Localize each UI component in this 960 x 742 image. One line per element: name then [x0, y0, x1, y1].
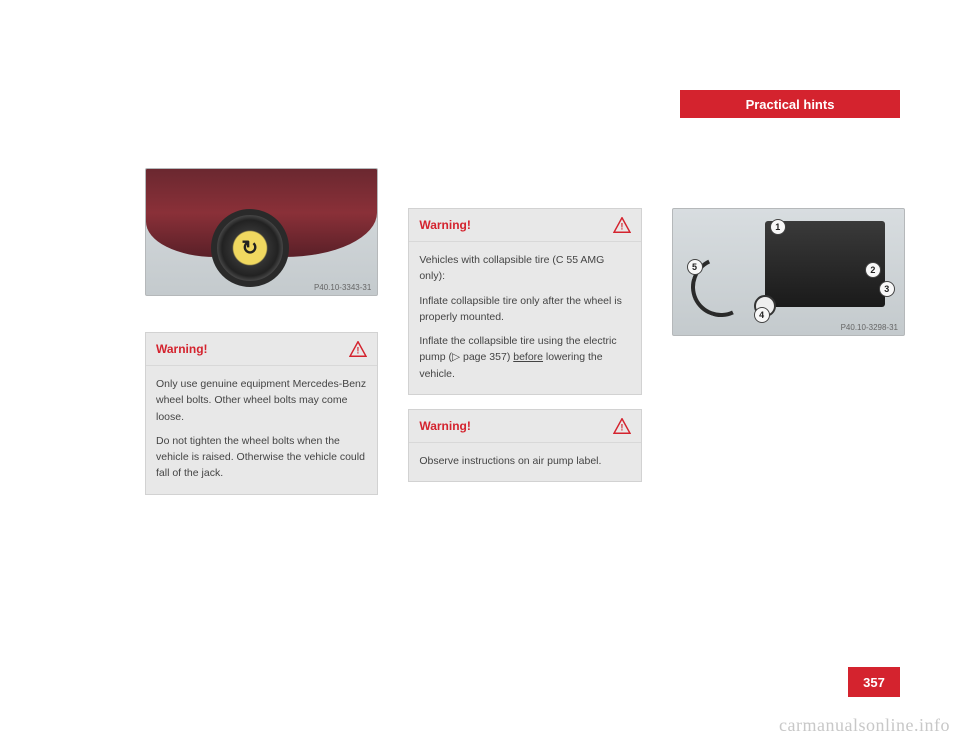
manual-page: Practical hints ↻ P40.10-3343-31 Warning… — [0, 0, 960, 742]
figure-label: P40.10-3298-31 — [841, 323, 898, 332]
warning-body: Only use genuine equipment Mercedes-Benz… — [146, 366, 377, 494]
spare-wheel-illustration: ↻ — [211, 209, 289, 287]
column-1: ↻ P40.10-3343-31 Warning! ! Only use gen… — [145, 168, 378, 495]
warning-text: Only use genuine equipment Mercedes-Benz… — [156, 376, 367, 425]
warning-text: Vehicles with collapsible tire (C 55 AMG… — [419, 252, 630, 285]
warning-title: Warning! — [156, 342, 208, 356]
content-columns: ↻ P40.10-3343-31 Warning! ! Only use gen… — [145, 168, 905, 495]
callout-4: 4 — [754, 307, 770, 323]
warning-body: Vehicles with collapsible tire (C 55 AMG… — [409, 242, 640, 394]
page-number: 357 — [863, 675, 885, 690]
callout-1: 1 — [770, 219, 786, 235]
warning-triangle-icon: ! — [349, 341, 367, 357]
figure-label: P40.10-3343-31 — [314, 283, 371, 292]
page-number-badge: 357 — [848, 667, 900, 697]
page-reference: ▷ page 357 — [452, 351, 507, 363]
warning-triangle-icon: ! — [613, 418, 631, 434]
warning-triangle-icon: ! — [613, 217, 631, 233]
section-header: Practical hints — [680, 90, 900, 118]
rotation-arrow-icon: ↻ — [241, 236, 258, 261]
warning-header: Warning! ! — [409, 209, 640, 242]
svg-text:!: ! — [620, 422, 623, 432]
callout-3: 3 — [879, 281, 895, 297]
callout-5: 5 — [687, 259, 703, 275]
column-3: 1 2 3 4 5 P40.10-3298-31 — [672, 168, 905, 495]
warning-box-collapsible-tire: Warning! ! Vehicles with collapsible tir… — [408, 208, 641, 395]
emphasis-before: before — [513, 351, 543, 363]
watermark: carmanualsonline.info — [779, 715, 950, 736]
column-2: Warning! ! Vehicles with collapsible tir… — [408, 168, 641, 495]
svg-text:!: ! — [357, 345, 360, 355]
section-title: Practical hints — [746, 97, 835, 112]
warning-title: Warning! — [419, 419, 471, 433]
warning-header: Warning! ! — [146, 333, 377, 366]
figure-wheel-mount: ↻ P40.10-3343-31 — [145, 168, 378, 296]
warning-box-pump-label: Warning! ! Observe instructions on air p… — [408, 409, 641, 482]
callout-2: 2 — [865, 262, 881, 278]
warning-header: Warning! ! — [409, 410, 640, 443]
svg-text:!: ! — [620, 221, 623, 231]
warning-title: Warning! — [419, 218, 471, 232]
warning-body: Observe instructions on air pump label. — [409, 443, 640, 481]
warning-text: Inflate the collapsible tire using the e… — [419, 333, 630, 382]
warning-text: Observe instructions on air pump label. — [419, 453, 630, 469]
figure-electric-pump: 1 2 3 4 5 P40.10-3298-31 — [672, 208, 905, 336]
warning-box-wheel-bolts: Warning! ! Only use genuine equipment Me… — [145, 332, 378, 495]
warning-text: Do not tighten the wheel bolts when the … — [156, 433, 367, 482]
warning-text: Inflate collapsible tire only after the … — [419, 293, 630, 326]
